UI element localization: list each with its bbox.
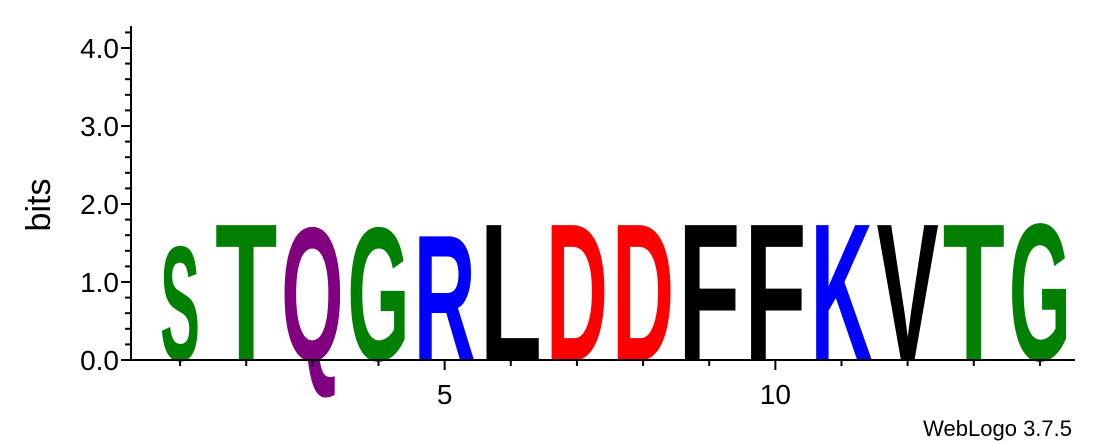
y-tick-label: 0.0 xyxy=(80,345,119,376)
logo-letter: T xyxy=(943,184,1005,402)
logo-letter: L xyxy=(480,184,542,402)
x-ticks: 5 10 xyxy=(179,360,1041,410)
axes xyxy=(130,26,1075,361)
logo-letter: G xyxy=(347,188,409,401)
logo-letter: F xyxy=(678,184,740,402)
y-tick-label: 2.0 xyxy=(80,189,119,220)
y-tick-label: 3.0 xyxy=(80,111,119,142)
logo-letter: D xyxy=(612,184,674,403)
logo-letter: K xyxy=(810,184,872,403)
logo-letter: Q xyxy=(281,188,343,401)
logo-letter: T xyxy=(215,184,277,402)
logo-letter: S xyxy=(160,214,200,396)
x-tick-label: 5 xyxy=(437,379,453,410)
weblogo-version-label: WebLogo 3.7.5 xyxy=(923,416,1072,441)
logo-letter: G xyxy=(1009,182,1071,402)
y-ticks: 0.0 1.0 2.0 3.0 4.0 xyxy=(80,31,131,376)
y-axis-title: bits xyxy=(20,179,58,232)
x-tick-label: 10 xyxy=(760,379,791,410)
logo-letter: D xyxy=(546,184,608,403)
y-tick-label: 1.0 xyxy=(80,267,119,298)
logo-letter: V xyxy=(877,182,939,402)
y-tick-label: 4.0 xyxy=(80,33,119,64)
